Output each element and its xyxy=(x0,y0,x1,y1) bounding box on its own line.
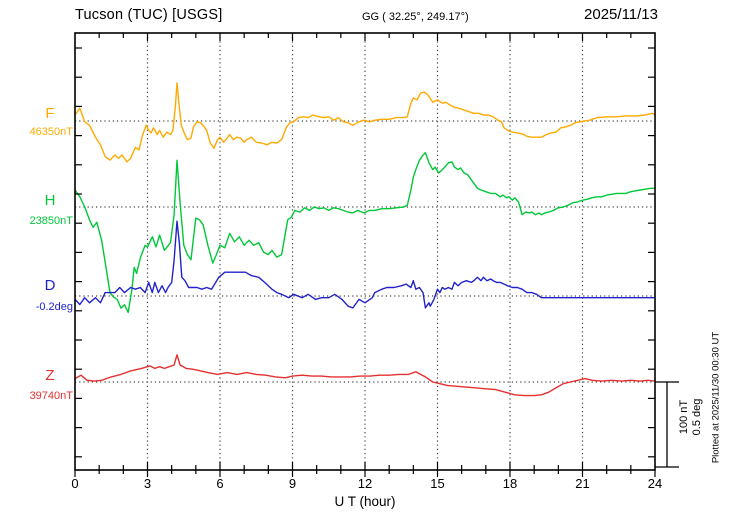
trace-baseline-value-D: -0.2deg xyxy=(35,301,73,313)
trace-baseline-value-H: 23850nT xyxy=(29,215,73,227)
plot-date: 2025/11/13 xyxy=(584,6,658,23)
x-tick-label-21: 21 xyxy=(575,476,590,491)
x-tick-label-12: 12 xyxy=(357,476,373,491)
trace-label-H: H xyxy=(44,192,56,209)
station-title: Tucson (TUC) [USGS] xyxy=(75,7,223,23)
x-tick-label-9: 9 xyxy=(288,476,297,491)
x-tick-label-24: 24 xyxy=(647,476,663,491)
x-tick-label-3: 3 xyxy=(143,476,152,491)
x-tick-label-0: 0 xyxy=(71,476,79,491)
trace-baseline-value-Z: 39740nT xyxy=(29,390,73,402)
scale-bar-label: 100 nT 0.5 deg xyxy=(678,395,704,439)
x-tick-label-18: 18 xyxy=(502,476,518,491)
x-tick-label-6: 6 xyxy=(216,476,224,491)
x-tick-label-15: 15 xyxy=(430,476,445,491)
plotted-at-note: Plotted at 2025/11/30 00:30 UT xyxy=(710,331,722,464)
trace-label-D: D xyxy=(44,277,56,294)
x-axis-title: U T (hour) xyxy=(334,494,396,509)
trace-label-Z: Z xyxy=(45,367,55,384)
scale-bar-deg: 0.5 deg xyxy=(691,398,703,436)
trace-baseline-value-F: 46350nT xyxy=(29,126,73,138)
scale-bar-nt: 100 nT xyxy=(678,399,690,435)
geographic-coords: GG ( 32.25°, 249.17°) xyxy=(362,11,469,23)
trace-label-F: F xyxy=(45,105,55,122)
